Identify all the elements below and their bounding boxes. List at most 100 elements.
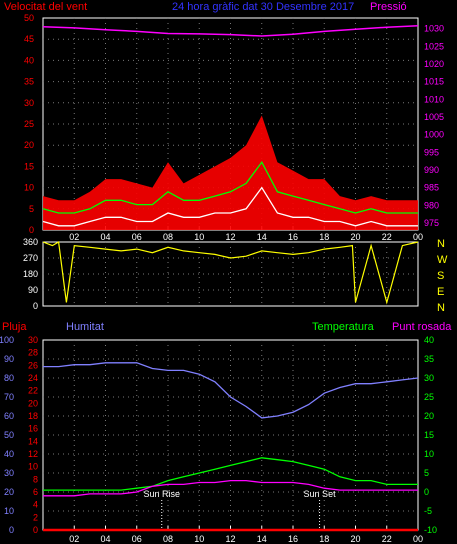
temp-y-tick-label: -5: [424, 506, 432, 516]
wind_avg-line: [42, 160, 418, 214]
humidity-y-tick-label: 20: [4, 487, 14, 497]
pressure-y-tick-label: 975: [424, 218, 439, 228]
temp-y-tick-label: 10: [424, 449, 434, 459]
x-tick-label: 02: [69, 534, 79, 544]
rain-y-tick-label: 12: [28, 449, 38, 459]
rain-y-tick-label: 22: [28, 386, 38, 396]
compass-label: S: [437, 270, 444, 282]
rain-y-tick-label: 10: [28, 462, 38, 472]
rain-y-tick-label: 6: [33, 487, 38, 497]
wind-speed-label: Velocitat del vent: [4, 1, 87, 13]
x-tick-label: 00: [413, 534, 423, 544]
x-tick-label: 12: [225, 232, 235, 242]
humidity-y-tick-label: 60: [4, 411, 14, 421]
temperature-line: [43, 457, 418, 491]
wind-y-tick-label: 5: [29, 204, 34, 214]
pressure-y-tick-label: 1005: [424, 112, 444, 122]
temp-y-tick-label: 0: [424, 487, 429, 497]
x-tick-label: 22: [382, 534, 392, 544]
direction-y-tick-label: 360: [23, 237, 38, 247]
wind-y-tick-label: 30: [24, 98, 34, 108]
wind-y-tick-label: 45: [24, 34, 34, 44]
x-tick-label: 04: [100, 534, 110, 544]
wind-y-tick-label: 0: [29, 225, 34, 235]
pressure-y-tick-label: 1025: [424, 41, 444, 51]
humidity-y-tick-label: 30: [4, 468, 14, 478]
humidity-line: [43, 362, 419, 419]
humidity-y-tick-label: 10: [4, 506, 14, 516]
temp-y-tick-label: 30: [424, 373, 434, 383]
dewpoint-label: Punt rosada: [392, 321, 452, 333]
humidity-y-tick-label: 0: [9, 525, 14, 535]
x-tick-label: 02: [69, 232, 79, 242]
direction-panel-frame: [42, 241, 419, 307]
pressure-label: Pressió: [370, 1, 407, 13]
wind-y-tick-label: 40: [24, 55, 34, 65]
rain-y-tick-label: 8: [33, 474, 38, 484]
sunset-label: Sun Set: [304, 489, 337, 499]
wind-y-tick-label: 15: [24, 161, 34, 171]
gust-area: [43, 115, 418, 230]
direction-y-tick-label: 270: [23, 253, 38, 263]
pressure-y-tick-label: 1010: [424, 94, 444, 104]
x-tick-label: 22: [382, 232, 392, 242]
rain-y-tick-label: 18: [28, 411, 38, 421]
rain-y-tick-label: 28: [28, 348, 38, 358]
wind-y-tick-label: 10: [24, 183, 34, 193]
compass-label: W: [437, 254, 448, 266]
x-tick-label: 12: [225, 534, 235, 544]
pressure-y-tick-label: 985: [424, 183, 439, 193]
wind-y-tick-label: 25: [24, 119, 34, 129]
x-tick-label: 06: [132, 534, 142, 544]
humidity-label: Humitat: [66, 321, 104, 333]
direction-line: [42, 241, 419, 305]
wind_low-line: [42, 186, 418, 227]
pressure-y-tick-label: 990: [424, 165, 439, 175]
humidity-y-tick-label: 70: [4, 392, 14, 402]
rain-y-tick-label: 20: [28, 398, 38, 408]
temp-y-tick-label: 40: [424, 335, 434, 345]
rain-y-tick-label: 2: [33, 512, 38, 522]
rain-y-tick-label: 4: [33, 500, 38, 510]
rain-y-tick-label: 16: [28, 424, 38, 434]
rain-y-tick-label: 14: [28, 436, 38, 446]
pressure-y-tick-label: 1015: [424, 77, 444, 87]
x-tick-label: 16: [288, 232, 298, 242]
x-tick-label: 04: [100, 232, 110, 242]
humidity-y-tick-label: 90: [4, 354, 14, 364]
wind-y-tick-label: 35: [24, 77, 34, 87]
x-tick-label: 18: [319, 232, 329, 242]
rain-y-tick-label: 24: [28, 373, 38, 383]
rain-y-tick-label: 26: [28, 360, 38, 370]
direction-y-tick-label: 180: [23, 269, 38, 279]
wind-y-tick-label: 50: [24, 13, 34, 23]
compass-label: N: [437, 302, 445, 314]
temp-y-tick-label: 25: [424, 392, 434, 402]
pressure-y-tick-label: 980: [424, 200, 439, 210]
pressure-y-tick-label: 1000: [424, 130, 444, 140]
x-tick-label: 06: [132, 232, 142, 242]
x-tick-label: 00: [413, 232, 423, 242]
rain-label: Pluja: [2, 321, 27, 333]
pressure-y-tick-label: 1030: [424, 24, 444, 34]
pressure-y-tick-label: 1020: [424, 59, 444, 69]
temp-y-tick-label: 35: [424, 354, 434, 364]
pressure-line: [42, 25, 419, 37]
direction-y-tick-label: 90: [28, 285, 38, 295]
x-tick-label: 20: [350, 534, 360, 544]
compass-label: E: [437, 286, 444, 298]
chart-title: 24 hora gràfic dat 30 Desembre 2017: [172, 1, 354, 13]
temp-y-tick-label: 15: [424, 430, 434, 440]
x-tick-label: 14: [257, 534, 267, 544]
humidity-y-tick-label: 100: [0, 335, 14, 345]
x-tick-label: 10: [194, 232, 204, 242]
x-tick-label: 18: [319, 534, 329, 544]
rain-y-tick-label: 30: [28, 335, 38, 345]
dewpoint-line: [43, 479, 418, 497]
wind-y-tick-label: 20: [24, 140, 34, 150]
humidity-y-tick-label: 40: [4, 449, 14, 459]
x-tick-label: 14: [257, 232, 267, 242]
x-tick-label: 08: [163, 232, 173, 242]
sunrise-label: Sun Rise: [143, 489, 180, 499]
